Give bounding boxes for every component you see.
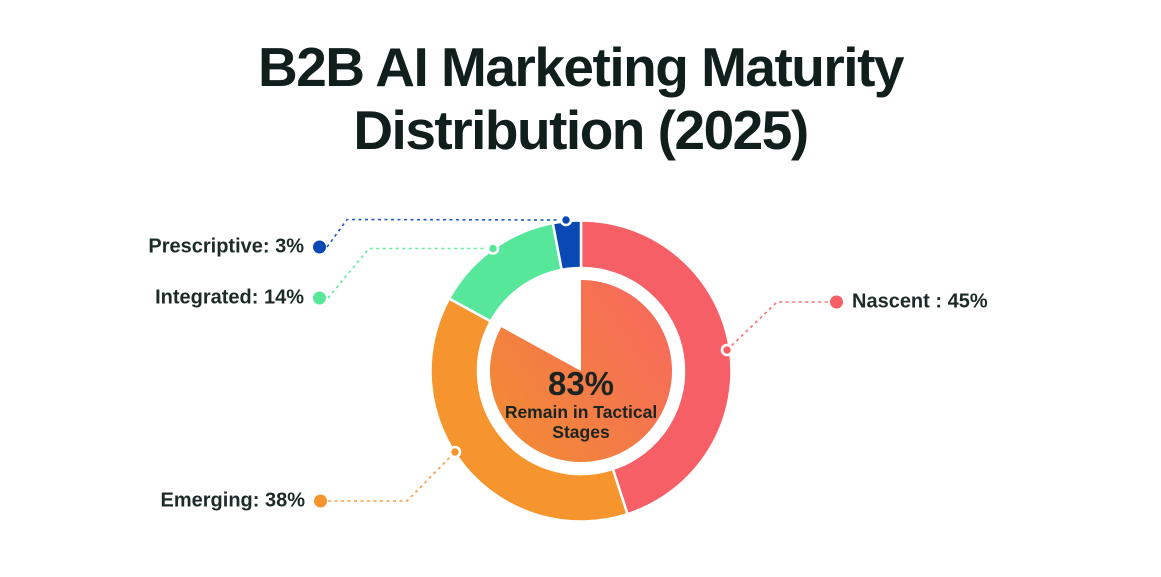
donut-segment-integrated [447,221,563,323]
donut-ring [429,219,733,523]
donut-segment-emerging [429,297,629,523]
chart-title-line2: Distribution (2025) [353,99,809,161]
callout-prescriptive: Prescriptive: 3% [148,236,326,259]
center-value: 83% [547,365,615,402]
prescriptive-dot-icon [313,240,326,254]
anchor-dot-prescriptive-icon [559,213,573,227]
leader-line-emerging [328,451,456,502]
leader-lines [326,218,830,502]
callout-emerging: Emerging: 38% [161,490,327,513]
emerging-dot-icon [314,494,327,508]
center-caption-line2: Stages [552,422,610,442]
leader-line-prescriptive [326,218,567,248]
inner-pie-wedge [489,280,673,462]
anchor-dot-emerging-icon [448,445,462,459]
callout-integrated: Integrated: 14% [155,287,326,310]
anchor-dot-nascent-icon [720,343,734,357]
integrated-label: Integrated: 14% [155,286,304,309]
center-annotation: 83% Remain in Tactical Stages [461,365,701,443]
anchor-dot-integrated-icon [486,242,500,255]
chart-title-line1: B2B AI Marketing Maturity [257,36,905,98]
center-caption-line1: Remain in Tactical [504,402,658,422]
anchor-dots [448,213,734,459]
emerging-label: Emerging: 38% [160,489,305,512]
callout-nascent: Nascent : 45% [830,291,988,314]
nascent-label: Nascent : 45% [852,290,988,313]
prescriptive-label: Prescriptive: 3% [148,235,304,258]
leader-line-nascent [726,301,830,351]
inner-pie [489,280,673,462]
donut-segment-nascent [579,219,733,516]
chart-title: B2B AI Marketing Maturity Distribution (… [0,36,1161,162]
nascent-dot-icon [830,295,843,309]
integrated-dot-icon [313,291,326,305]
leader-line-integrated [327,247,493,299]
